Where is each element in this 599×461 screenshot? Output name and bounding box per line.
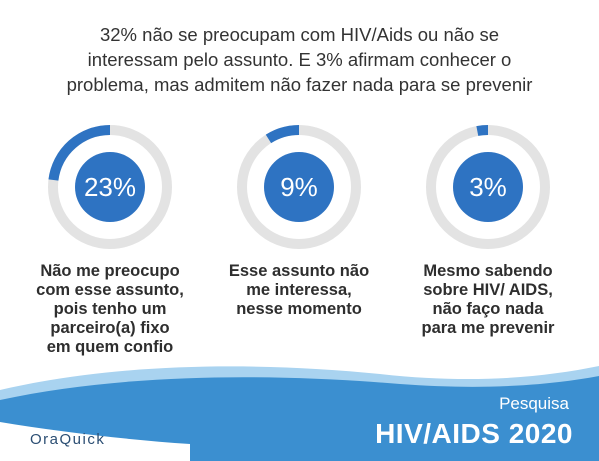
- caption-3: Mesmo sabendo sobre HIV/ AIDS, não faço na…: [398, 262, 578, 338]
- donut-charts: 23% 9% 3%: [48, 125, 550, 249]
- caption-line: não faço nada: [432, 300, 544, 318]
- donut-center-2: [264, 152, 334, 222]
- donut-1: 23%: [48, 125, 172, 249]
- donut-value-label-3: 3%: [469, 172, 507, 202]
- caption-line: Mesmo sabendo: [423, 262, 553, 280]
- caption-1: Não me preocupo com esse assunto, pois ten…: [20, 262, 200, 357]
- donut-value-label-1: 23%: [84, 172, 136, 202]
- caption-line: pois tenho um: [53, 300, 167, 318]
- donut-arc-2: [237, 125, 361, 249]
- caption-line: nesse momento: [236, 300, 362, 318]
- footer-wave: [0, 366, 599, 461]
- donut-arc-1: [48, 125, 172, 249]
- caption-line: me interessa,: [246, 281, 352, 299]
- donut-center-1: [75, 152, 145, 222]
- brand-logo: OraQuick: [30, 431, 106, 448]
- wave-white: [0, 422, 190, 461]
- donut-2: 9%: [237, 125, 361, 249]
- caption-line: Não me preocupo: [40, 262, 180, 280]
- caption-line: Esse assunto não: [228, 262, 370, 280]
- donut-value-label-2: 9%: [280, 172, 318, 202]
- headline: 32% não se preocupam com HIV/Aids ou não…: [0, 22, 599, 97]
- caption-line: sobre HIV/ AIDS,: [423, 281, 553, 299]
- headline-line-3: problema, mas admitem não fazer nada par…: [66, 74, 533, 95]
- donut-center-3: [453, 152, 523, 222]
- caption-line: para me prevenir: [421, 319, 555, 337]
- headline-line-1: 32% não se preocupam com HIV/Aids ou não…: [99, 24, 499, 45]
- footer-title: HIV/AIDS 2020: [375, 418, 573, 449]
- footer-subtitle: Pesquisa: [499, 394, 569, 413]
- caption-2: Esse assunto não me interessa, nesse momen…: [209, 262, 389, 319]
- donut-3: 3%: [426, 125, 550, 249]
- caption-line: com esse assunto,: [36, 281, 184, 299]
- wave-dark: [0, 376, 599, 461]
- caption-line: parceiro(a) fixo: [50, 319, 170, 337]
- donut-arc-3: [426, 125, 550, 249]
- headline-line-2: interessam pelo assunto. E 3% afirmam co…: [87, 49, 512, 70]
- caption-line: em quem confio: [46, 338, 174, 356]
